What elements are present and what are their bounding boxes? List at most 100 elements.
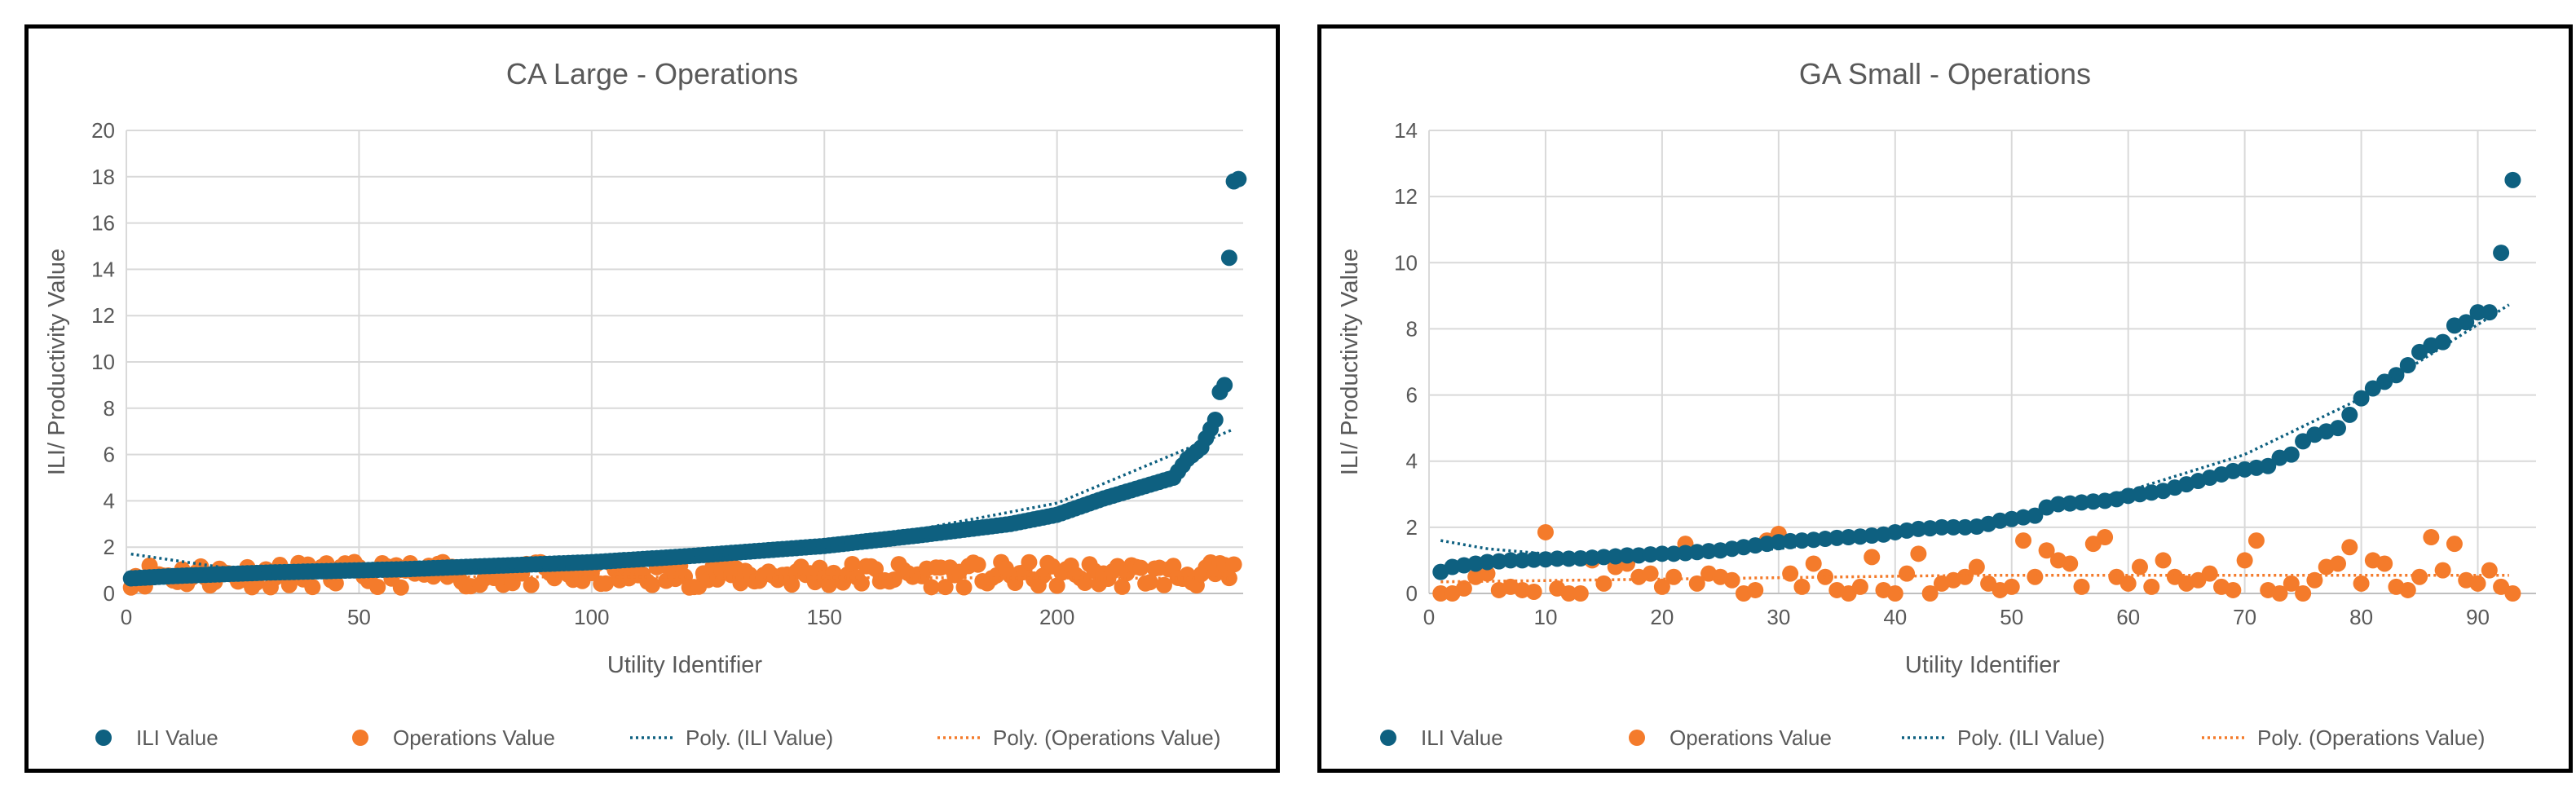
legend-label: Poly. (Operations Value) <box>993 725 1220 750</box>
ili-point <box>1595 549 1612 566</box>
ops-point <box>2376 555 2393 572</box>
ops-point <box>2155 552 2172 569</box>
ops-point <box>2469 575 2486 592</box>
y-tick-label: 10 <box>1394 250 1418 275</box>
ili-point <box>1653 545 1670 562</box>
ili-point <box>1619 547 1636 564</box>
x-tick-label: 200 <box>1039 605 1074 629</box>
ops-point <box>1642 565 1659 582</box>
x-tick-label: 70 <box>2233 605 2256 629</box>
ili-point <box>1607 548 1624 565</box>
x-tick-label: 20 <box>1650 605 1674 629</box>
ops-point <box>937 579 954 596</box>
y-tick-label: 8 <box>104 396 115 421</box>
ili-trendline <box>1440 303 2510 558</box>
x-tick-label: 10 <box>1533 605 1557 629</box>
ops-point <box>392 579 409 596</box>
ili-point <box>1230 170 1247 187</box>
ops-point <box>867 561 884 578</box>
chart-panel-ga-small: GA Small - Operations 0 2 4 6 8 10 12 14 0 10 20 30 4… <box>1317 24 2573 773</box>
y-tick-label: 20 <box>91 118 115 143</box>
y-tick-label: 14 <box>91 257 115 281</box>
ops-point <box>2097 529 2114 546</box>
x-tick-label: 100 <box>574 605 609 629</box>
ops-point <box>1653 578 1670 595</box>
ops-point <box>2423 529 2440 546</box>
ops-point <box>2038 542 2055 559</box>
ili-point <box>1525 551 1542 568</box>
ops-point <box>2143 578 2160 595</box>
y-tick-label: 4 <box>1406 449 1418 474</box>
ops-point <box>844 555 861 572</box>
y-tick-label: 10 <box>91 350 115 374</box>
ops-point <box>1968 558 1985 575</box>
ops-point <box>1455 580 1472 597</box>
ili-point <box>2504 171 2521 188</box>
legend-marker <box>1629 730 1645 746</box>
x-tick-label: 80 <box>2349 605 2373 629</box>
ili-point <box>1479 553 1496 571</box>
y-tick-label: 12 <box>1394 184 1418 209</box>
y-tick-label: 6 <box>104 443 115 467</box>
chart-panel-ca-large: CA Large - Operations 0 2 4 6 8 10 12 14 16 18 20 0 5… <box>24 24 1280 773</box>
ops-point <box>2073 578 2090 595</box>
ops-point <box>1747 581 1764 598</box>
x-axis-title: Utility Identifier <box>607 652 763 678</box>
legend-label: ILI Value <box>136 725 218 750</box>
y-tick-label: 4 <box>104 488 115 513</box>
x-tick-label: 0 <box>1423 605 1435 629</box>
x-tick-label: 60 <box>2116 605 2140 629</box>
ops-point <box>2283 575 2300 592</box>
ops-point <box>2003 578 2020 595</box>
ili-point <box>1630 547 1647 564</box>
ops-point <box>2062 555 2079 572</box>
ili-point <box>1945 518 1962 536</box>
ili-point <box>2481 304 2498 321</box>
ili-point <box>2329 420 2346 437</box>
ili-point <box>2434 333 2451 351</box>
ops-point <box>523 576 540 593</box>
ops-point <box>1899 565 1916 582</box>
ops-point <box>1132 559 1149 576</box>
ops-point <box>2271 585 2288 602</box>
chart-title: CA Large - Operations <box>506 57 798 90</box>
ili-point <box>1216 377 1233 394</box>
ops-point <box>2446 536 2463 553</box>
ops-point <box>304 579 321 596</box>
ili-point <box>2341 406 2358 423</box>
ops-point <box>1155 576 1172 593</box>
ops-point <box>1595 575 1612 592</box>
x-tick-label: 0 <box>121 605 132 629</box>
ops-point <box>1921 585 1939 602</box>
y-tick-label: 0 <box>104 581 115 606</box>
ili-point <box>1770 534 1787 551</box>
y-tick-label: 18 <box>91 165 115 189</box>
legend-marker <box>352 730 368 746</box>
ops-point <box>969 556 986 573</box>
legend-label: Poly. (ILI Value) <box>1957 725 2105 750</box>
legend-label: ILI Value <box>1421 725 1503 750</box>
ili-point <box>1851 528 1868 545</box>
ops-point <box>1805 555 1822 572</box>
ili-trendline <box>130 429 1232 575</box>
ops-point <box>1225 556 1242 573</box>
ili-point <box>1206 412 1224 428</box>
y-tick-label: 6 <box>1406 383 1418 408</box>
ops-point <box>1432 585 1449 602</box>
ili-point <box>2353 390 2370 407</box>
ili-point <box>1700 543 1718 560</box>
ili-point <box>1864 527 1881 544</box>
ops-point <box>1537 523 1554 540</box>
ili-point <box>1490 553 1507 570</box>
ops-point <box>1479 565 1496 582</box>
ops-point <box>1910 545 1927 562</box>
ili-point <box>2399 357 2416 374</box>
ops-point <box>280 576 298 593</box>
ops-point <box>1851 578 1868 595</box>
ops-point <box>955 579 973 596</box>
ops-point <box>2247 532 2265 549</box>
ops-point <box>2027 568 2044 585</box>
ops-point <box>1572 585 1589 602</box>
ops-point <box>2411 568 2428 585</box>
ops-point <box>2329 555 2346 572</box>
